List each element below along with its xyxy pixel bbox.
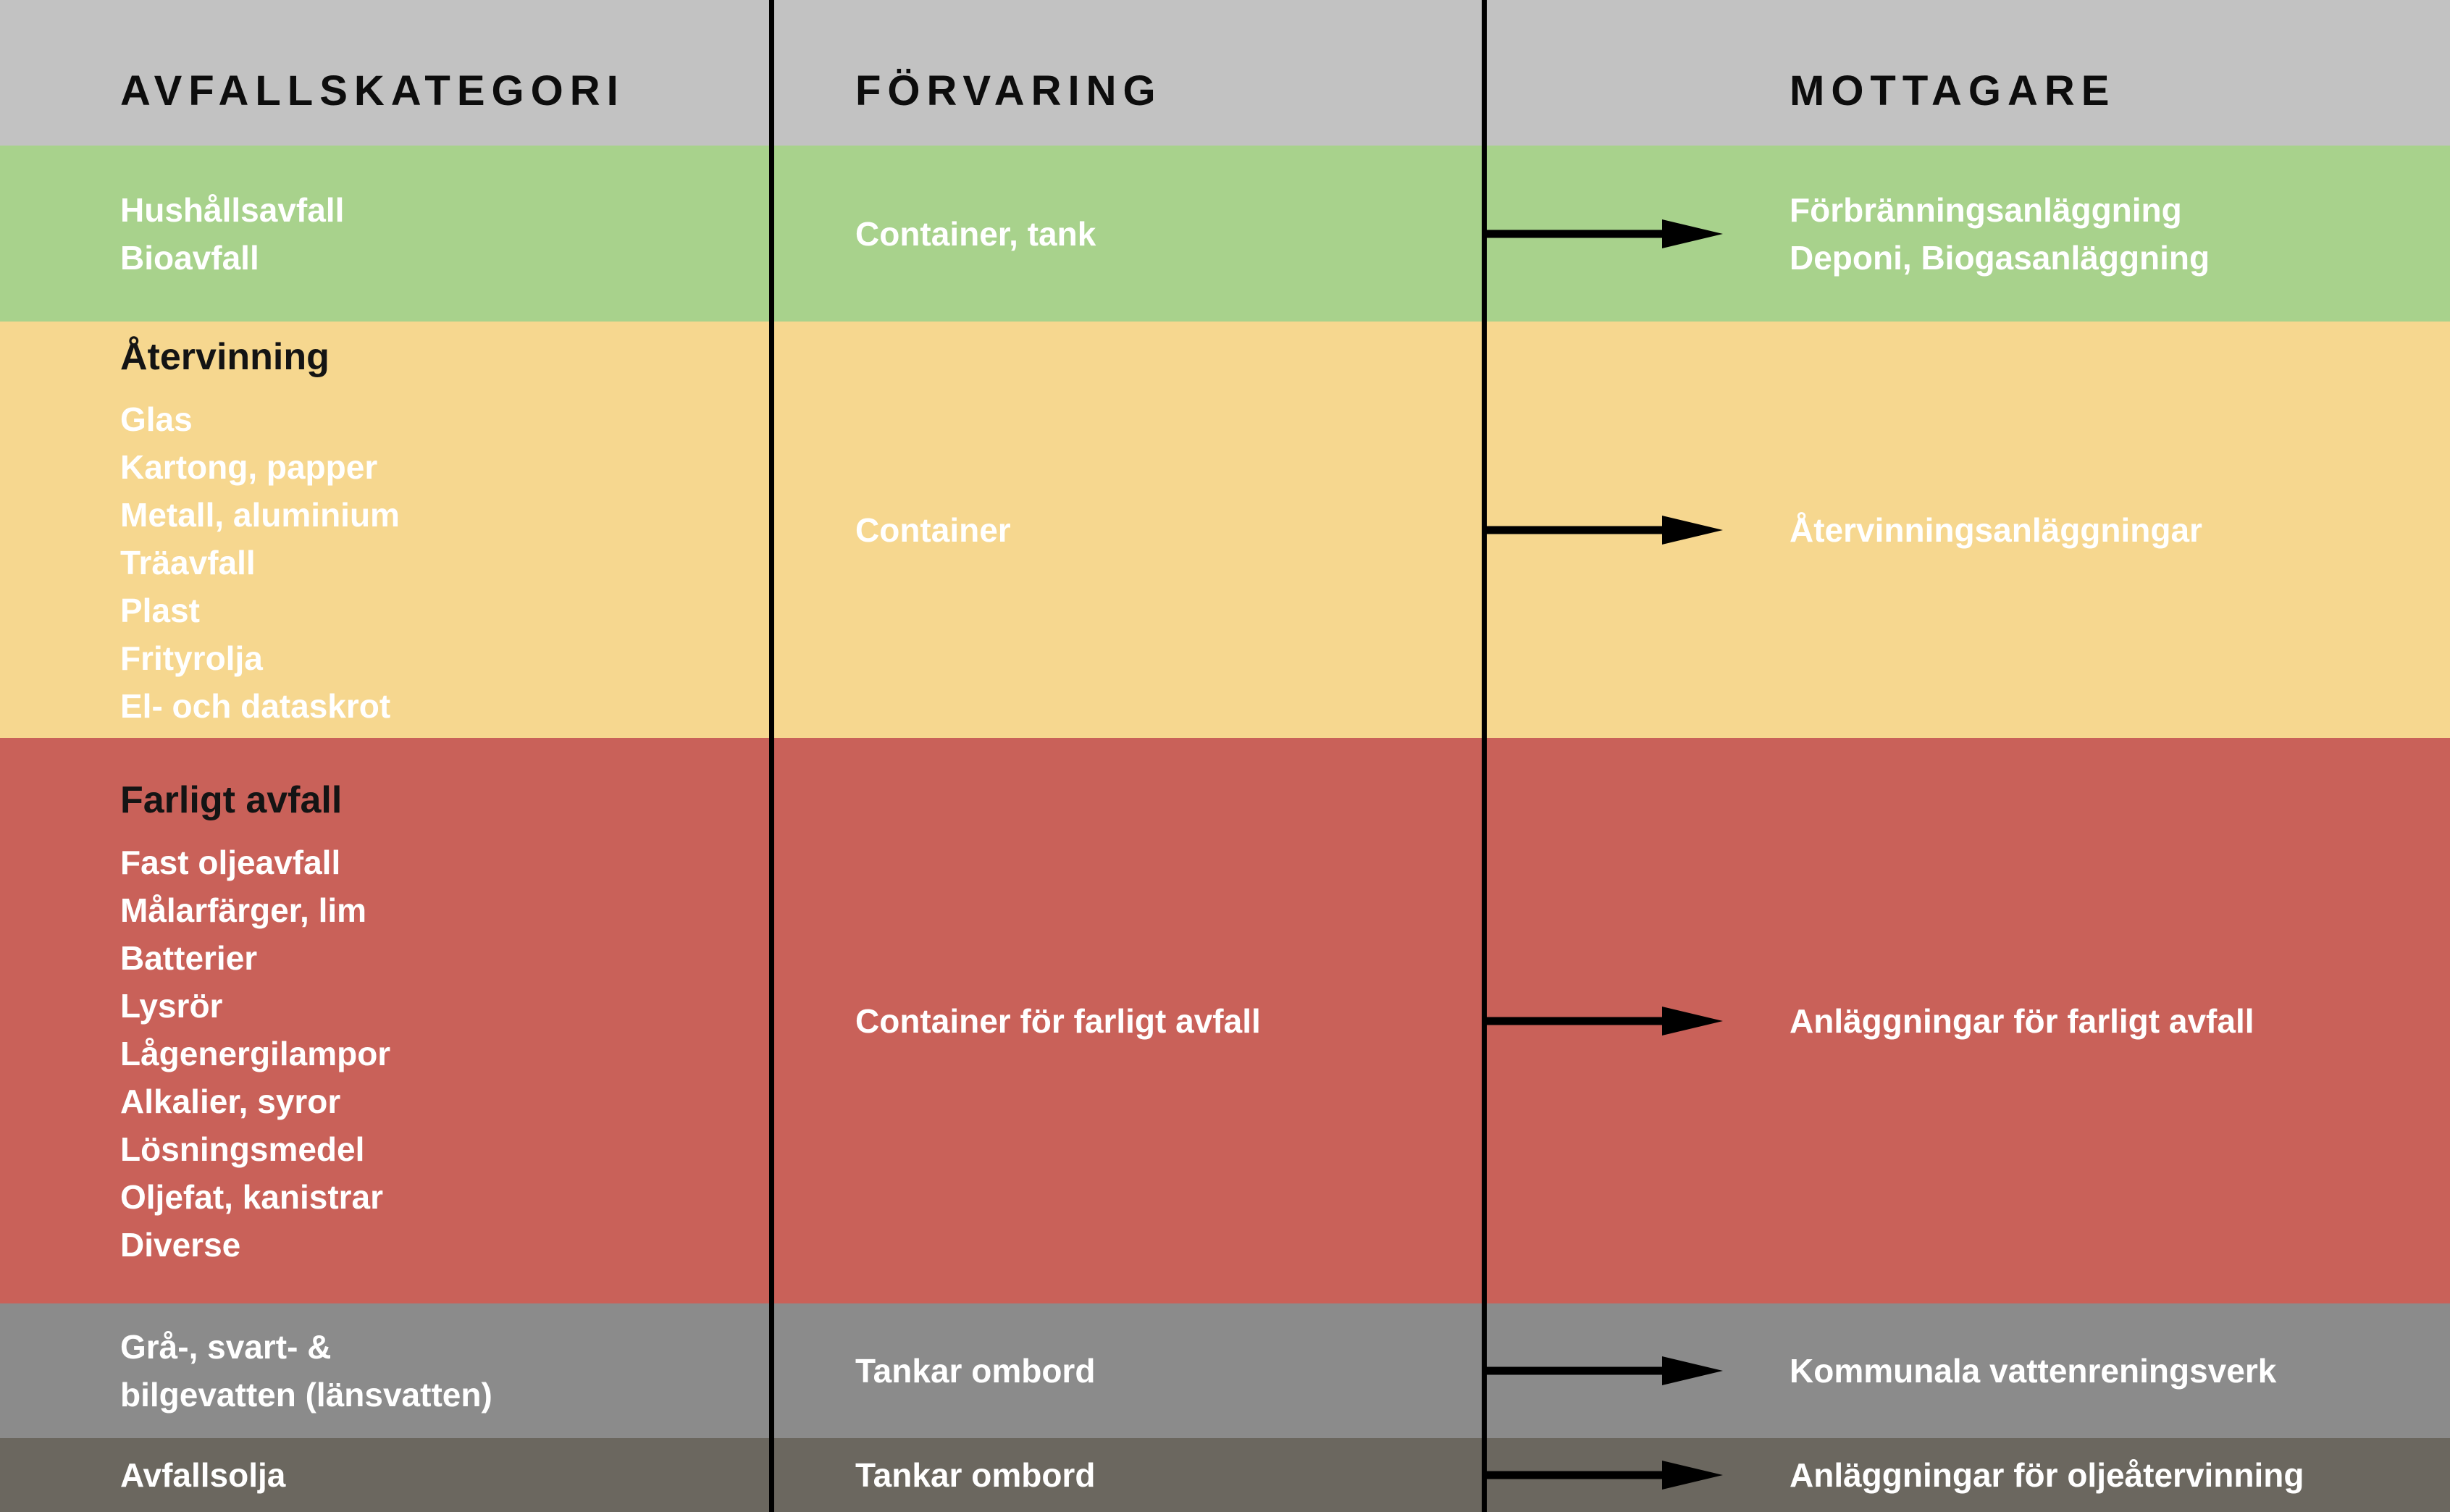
receiver-line: Anläggningar för farligt avfall: [1790, 1001, 2254, 1040]
receiver-label: Förbränningsanläggning Deponi, Biogasanl…: [1790, 186, 2210, 282]
receiver-label: Anläggningar för oljeåtervinning: [1790, 1451, 2304, 1499]
category-item: Fast oljeavfall: [120, 843, 341, 881]
header-cell-storage: FÖRVARING: [771, 0, 1484, 146]
category-title: Farligt avfall: [120, 778, 343, 821]
cell-receiver: Förbränningsanläggning Deponi, Biogasanl…: [1484, 146, 2450, 322]
col-header-receiver: MOTTAGARE: [1790, 67, 2116, 114]
cell-category: Farligt avfall Fast oljeavfall Målarfärg…: [0, 738, 771, 1303]
category-title: Återvinning: [120, 335, 330, 378]
receiver-label: Kommunala vattenreningsverk: [1790, 1347, 2276, 1395]
col-header-category: AVFALLSKATEGORI: [120, 67, 625, 114]
category-item: Kartong, papper: [120, 448, 378, 486]
cell-receiver: Återvinningsanläggningar: [1484, 322, 2450, 738]
category-item: Hushållsavfall: [120, 190, 345, 229]
category-item: bilgevatten (länsvatten): [120, 1376, 492, 1414]
receiver-line: Deponi, Biogasanläggning: [1790, 238, 2210, 277]
category-item: Avfallsolja: [120, 1456, 286, 1494]
category-item: Glas: [120, 400, 193, 438]
flow-arrow-icon: [1484, 1461, 1723, 1490]
cell-storage: Tankar ombord: [771, 1303, 1484, 1438]
flow-arrow-icon: [1484, 515, 1723, 545]
category-item: Målarfärger, lim: [120, 891, 367, 929]
cell-storage: Container, tank: [771, 146, 1484, 322]
cell-storage: Container för farligt avfall: [771, 738, 1484, 1303]
cell-category: Återvinning Glas Kartong, papper Metall,…: [0, 322, 771, 738]
receiver-line: Förbränningsanläggning: [1790, 190, 2182, 229]
row-hazardous-waste: Farligt avfall Fast oljeavfall Målarfärg…: [0, 738, 2450, 1303]
header-cell-category: AVFALLSKATEGORI: [0, 0, 771, 146]
category-item: El- och dataskrot: [120, 686, 391, 725]
cell-category: Avfallsolja: [0, 1438, 771, 1512]
header-row: AVFALLSKATEGORI FÖRVARING MOTTAGARE: [0, 0, 2450, 146]
category-item: Frityrolja: [120, 639, 263, 677]
category-item: Alkalier, syror: [120, 1082, 341, 1120]
column-divider-2: [1482, 0, 1487, 1512]
row-recycling: Återvinning Glas Kartong, papper Metall,…: [0, 322, 2450, 738]
cell-receiver: Anläggningar för farligt avfall: [1484, 738, 2450, 1303]
category-item: Batterier: [120, 938, 258, 977]
receiver-line: Anläggningar för oljeåtervinning: [1790, 1456, 2304, 1494]
storage-label: Tankar ombord: [855, 1352, 1096, 1390]
receiver-line: Återvinningsanläggningar: [1790, 511, 2202, 549]
row-household-waste: Hushållsavfall Bioavfall Container, tank…: [0, 146, 2450, 322]
flow-arrow-icon: [1484, 1356, 1723, 1385]
flow-arrow-icon: [1484, 219, 1723, 248]
category-item: Grå-, svart- &: [120, 1328, 332, 1366]
category-item: Träavfall: [120, 543, 256, 581]
row-wastewater: Grå-, svart- & bilgevatten (länsvatten) …: [0, 1303, 2450, 1438]
cell-receiver: Anläggningar för oljeåtervinning: [1484, 1438, 2450, 1512]
category-item: Lågenergilampor: [120, 1034, 391, 1072]
storage-label: Container: [855, 511, 1011, 549]
cell-storage: Container: [771, 322, 1484, 738]
receiver-line: Kommunala vattenreningsverk: [1790, 1352, 2277, 1390]
category-item: Metall, aluminium: [120, 495, 400, 534]
cell-receiver: Kommunala vattenreningsverk: [1484, 1303, 2450, 1438]
category-item: Plast: [120, 591, 200, 629]
storage-label: Container, tank: [855, 214, 1096, 253]
category-item: Lysrör: [120, 986, 223, 1025]
cell-storage: Tankar ombord: [771, 1438, 1484, 1512]
category-item: Oljefat, kanistrar: [120, 1177, 384, 1216]
receiver-label: Anläggningar för farligt avfall: [1790, 997, 2254, 1045]
flow-arrow-icon: [1484, 1006, 1723, 1036]
cell-category: Hushållsavfall Bioavfall: [0, 146, 771, 322]
col-header-storage: FÖRVARING: [855, 67, 1162, 114]
storage-label: Tankar ombord: [855, 1456, 1096, 1494]
column-divider-1: [769, 0, 774, 1512]
cell-category: Grå-, svart- & bilgevatten (länsvatten): [0, 1303, 771, 1438]
category-item: Lösningsmedel: [120, 1130, 365, 1168]
category-item: Bioavfall: [120, 238, 259, 277]
category-item: Diverse: [120, 1225, 241, 1264]
row-waste-oil: Avfallsolja Tankar ombord Anläggningar f…: [0, 1438, 2450, 1512]
storage-label: Container för farligt avfall: [855, 1001, 1261, 1040]
receiver-label: Återvinningsanläggningar: [1790, 506, 2202, 554]
header-cell-receiver: MOTTAGARE: [1484, 0, 2450, 146]
